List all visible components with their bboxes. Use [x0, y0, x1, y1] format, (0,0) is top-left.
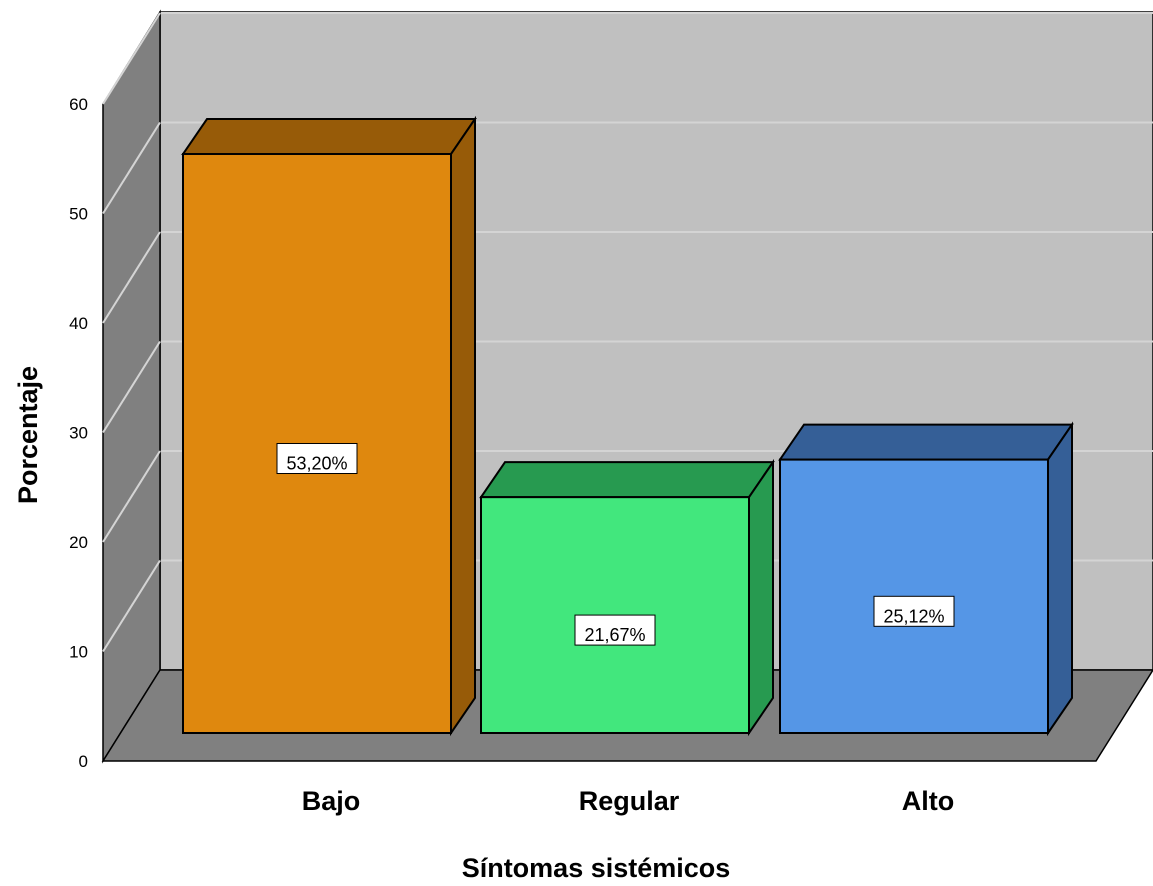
bar-top-bajo [181, 118, 477, 156]
data-label-text: 21,67% [584, 625, 645, 645]
y-tick-label: 10 [69, 643, 88, 662]
x-category-label: Regular [579, 786, 680, 816]
y-tick-label: 30 [69, 424, 88, 443]
x-category-label: Alto [902, 786, 954, 816]
data-label-text: 25,12% [883, 606, 944, 626]
gridline-side-50 [102, 121, 161, 215]
bar-top-regular [479, 461, 775, 499]
data-label-box [574, 614, 656, 646]
data-label-box [873, 595, 955, 627]
bar-top-alto [778, 423, 1074, 461]
y-axis-title: Porcentaje [13, 366, 43, 504]
gridline-side-60 [102, 12, 161, 105]
bar-side-alto [1047, 421, 1073, 737]
y-tick-label: 20 [69, 533, 88, 552]
data-label-regular: 21,67% [574, 614, 656, 646]
y-tick-label: 0 [79, 752, 88, 771]
gridline-side-10 [102, 559, 161, 653]
side-wall-gridlines [102, 12, 161, 653]
data-label-bajo: 53,20% [276, 443, 358, 475]
bar-bajo: 53,20% [181, 115, 477, 737]
y-tick-label: 40 [69, 314, 88, 333]
x-axis-title: Síntomas sistémicos [462, 853, 731, 883]
bar-regular: 21,67% [479, 458, 775, 737]
bar-side-regular [748, 458, 774, 737]
x-category-label: Bajo [302, 786, 361, 816]
data-label-alto: 25,12% [873, 595, 955, 627]
y-axis-ticks: 0 10 20 30 40 50 60 [69, 95, 88, 771]
bar-alto: 25,12% [778, 421, 1074, 737]
bars: 53,20% 21,67% 25,12% [181, 115, 1074, 737]
gridline-side-40 [102, 231, 161, 324]
y-tick-label: 60 [69, 95, 88, 114]
data-label-box [276, 443, 358, 475]
gridline-side-30 [102, 340, 161, 434]
x-axis-categories: Bajo Regular Alto [302, 786, 955, 816]
data-label-text: 53,20% [286, 454, 347, 474]
bar-side-bajo [450, 115, 476, 737]
y-tick-label: 50 [69, 205, 88, 224]
gridline-side-20 [102, 450, 161, 543]
